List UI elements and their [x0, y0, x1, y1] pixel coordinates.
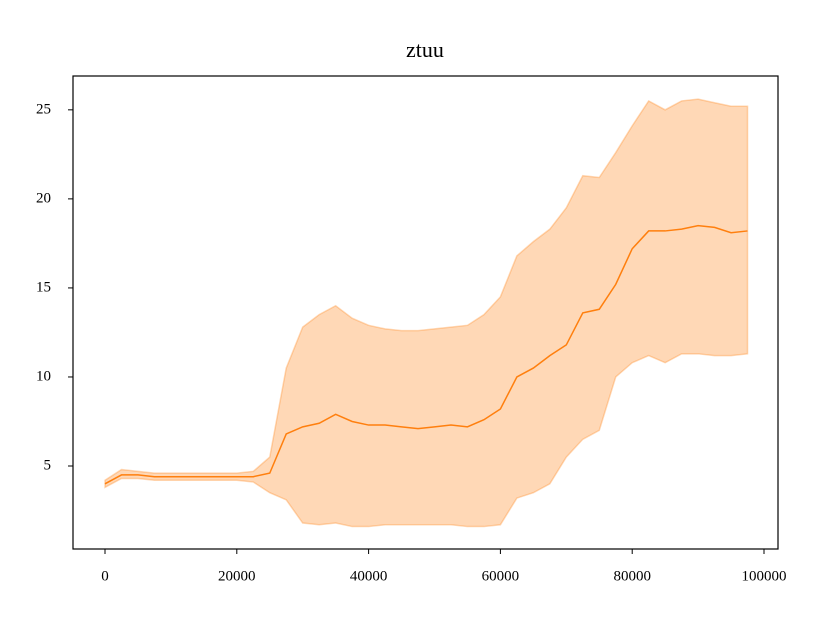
x-tick-label: 80000: [613, 568, 651, 584]
x-tick-label: 60000: [482, 568, 520, 584]
x-tick-label: 0: [101, 568, 109, 584]
y-tick-label: 10: [36, 368, 51, 384]
plot-frame: [72, 75, 779, 550]
line: [104, 224, 748, 485]
confidence-band: [104, 98, 749, 528]
y-tick-label: 20: [36, 190, 51, 206]
y-tick-label: 25: [36, 101, 51, 117]
x-tick-label: 100000: [742, 568, 787, 584]
x-tick-label: 20000: [218, 568, 256, 584]
chart-title: ztuu: [406, 37, 444, 62]
y-tick-label: 5: [44, 457, 52, 473]
x-tick-label: 40000: [350, 568, 388, 584]
y-tick-label: 15: [36, 279, 51, 295]
